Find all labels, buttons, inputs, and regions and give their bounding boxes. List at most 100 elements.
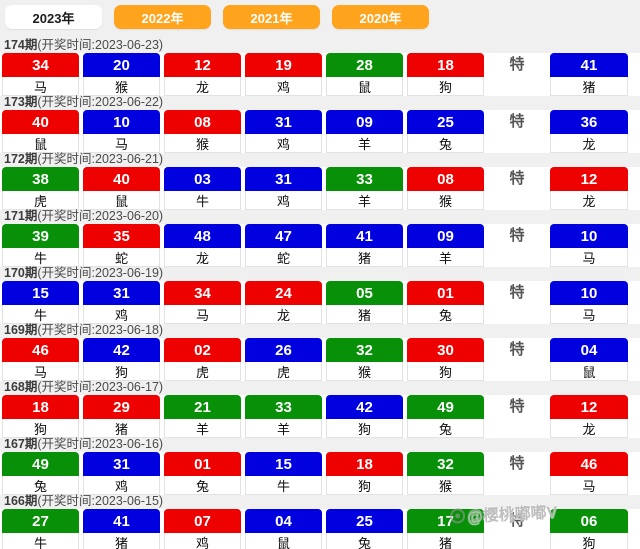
number-cell: 06 狗: [550, 509, 628, 549]
period-label: 166期: [4, 494, 38, 508]
ball-number: 41: [550, 53, 628, 77]
zodiac-label: 鼠: [83, 191, 160, 210]
number-cell: 31 鸡: [245, 167, 322, 210]
number-cell: 33 羊: [245, 395, 322, 438]
draw-row-numbers: 15 牛 31 鸡 34 马 24 龙 05 猪 01 兔 特 10 马: [0, 281, 640, 324]
zodiac-label: 鸡: [245, 191, 322, 210]
zodiac-label: 虎: [164, 362, 241, 381]
ball-number: 09: [326, 110, 403, 134]
zodiac-label: 狗: [2, 419, 79, 438]
zodiac-label: 猴: [407, 191, 484, 210]
number-cell: 48 龙: [164, 224, 241, 267]
ball-number: 33: [326, 167, 403, 191]
number-cell: 32 猴: [326, 338, 403, 381]
number-cell: 41 猪: [83, 509, 160, 549]
number-cell: 07 鸡: [164, 509, 241, 549]
draw-time-label: (开奖时间:2023-06-19): [37, 266, 164, 280]
special-number: 41 猪: [550, 53, 628, 96]
draw-time-label: (开奖时间:2023-06-16): [37, 437, 164, 451]
ball-number: 01: [407, 281, 484, 305]
draw-row-header: 167期(开奖时间:2023-06-16): [0, 437, 640, 451]
ball-number: 31: [245, 167, 322, 191]
ball-number: 05: [326, 281, 403, 305]
draw-row-numbers: 18 狗 29 猪 21 羊 33 羊 42 狗 49 兔 特 12 龙: [0, 395, 640, 438]
zodiac-label: 龙: [550, 419, 628, 438]
zodiac-label: 鼠: [245, 533, 322, 549]
zodiac-label: 牛: [245, 476, 322, 495]
ball-number: 46: [2, 338, 79, 362]
ball-number: 25: [407, 110, 484, 134]
number-cell: 26 虎: [245, 338, 322, 381]
number-cell: 31 鸡: [83, 281, 160, 324]
year-tab-2021[interactable]: 2021年: [223, 5, 320, 29]
ball-number: 03: [164, 167, 241, 191]
zodiac-label: 狗: [326, 476, 403, 495]
zodiac-label: 猪: [550, 77, 628, 96]
ball-number: 08: [407, 167, 484, 191]
draw-row-numbers: 40 鼠 10 马 08 猴 31 鸡 09 羊 25 兔 特 36 龙: [0, 110, 640, 153]
draw-row: 166期(开奖时间:2023-06-15) 27 牛 41 猪 07 鸡 04 …: [0, 494, 640, 549]
number-cell: 49 兔: [407, 395, 484, 438]
ball-number: 46: [550, 452, 628, 476]
zodiac-label: 龙: [245, 305, 322, 324]
number-cell: 04 鼠: [245, 509, 322, 549]
number-cell: 33 羊: [326, 167, 403, 210]
number-cell: 42 狗: [326, 395, 403, 438]
number-cell: 12 龙: [550, 167, 628, 210]
number-cell: 09 羊: [326, 110, 403, 153]
zodiac-label: 马: [550, 305, 628, 324]
ball-number: 20: [83, 53, 160, 77]
number-cell: 28 鼠: [326, 53, 403, 96]
ball-number: 49: [2, 452, 79, 476]
zodiac-label: 羊: [326, 191, 403, 210]
draw-row-numbers: 27 牛 41 猪 07 鸡 04 鼠 25 兔 17 猪 特 06 狗: [0, 509, 640, 549]
number-cell: 15 牛: [245, 452, 322, 495]
zodiac-label: 猪: [407, 533, 484, 549]
special-number: 12 龙: [550, 167, 628, 210]
year-tab-2023[interactable]: 2023年: [5, 5, 102, 29]
number-cell: 20 猴: [83, 53, 160, 96]
number-cell: 12 龙: [164, 53, 241, 96]
special-number: 06 狗: [550, 509, 628, 549]
number-cell: 03 牛: [164, 167, 241, 210]
ball-number: 32: [407, 452, 484, 476]
special-marker: 特: [509, 512, 525, 529]
zodiac-label: 兔: [407, 134, 484, 153]
year-tab-2020[interactable]: 2020年: [332, 5, 429, 29]
year-tab-2022[interactable]: 2022年: [114, 5, 211, 29]
zodiac-label: 马: [164, 305, 241, 324]
draw-row-header: 173期(开奖时间:2023-06-22): [0, 95, 640, 109]
zodiac-label: 猪: [326, 248, 403, 267]
special-number: 12 龙: [550, 395, 628, 438]
special-number: 10 马: [550, 224, 628, 267]
draw-row: 171期(开奖时间:2023-06-20) 39 牛 35 蛇 48 龙 47 …: [0, 209, 640, 267]
zodiac-label: 龙: [550, 191, 628, 210]
ball-number: 26: [245, 338, 322, 362]
ball-number: 18: [407, 53, 484, 77]
special-number: 04 鼠: [550, 338, 628, 381]
normal-numbers: 39 牛 35 蛇 48 龙 47 蛇 41 猪 09 羊: [2, 224, 484, 267]
draw-row-numbers: 39 牛 35 蛇 48 龙 47 蛇 41 猪 09 羊 特 10 马: [0, 224, 640, 267]
number-cell: 04 鼠: [550, 338, 628, 381]
ball-number: 04: [245, 509, 322, 533]
zodiac-label: 猴: [164, 134, 241, 153]
zodiac-label: 蛇: [83, 248, 160, 267]
special-marker: 特: [509, 341, 525, 358]
ball-number: 12: [164, 53, 241, 77]
special-number: 46 马: [550, 452, 628, 495]
draw-row-numbers: 46 马 42 狗 02 虎 26 虎 32 猴 30 狗 特 04 鼠: [0, 338, 640, 381]
ball-number: 31: [83, 281, 160, 305]
normal-numbers: 27 牛 41 猪 07 鸡 04 鼠 25 兔 17 猪: [2, 509, 484, 549]
zodiac-label: 龙: [164, 77, 241, 96]
number-cell: 21 羊: [164, 395, 241, 438]
number-cell: 42 狗: [83, 338, 160, 381]
normal-numbers: 46 马 42 狗 02 虎 26 虎 32 猴 30 狗: [2, 338, 484, 381]
number-cell: 10 马: [550, 224, 628, 267]
zodiac-label: 狗: [326, 419, 403, 438]
ball-number: 12: [550, 395, 628, 419]
ball-number: 10: [83, 110, 160, 134]
number-cell: 34 马: [164, 281, 241, 324]
draw-row-header: 166期(开奖时间:2023-06-15): [0, 494, 640, 508]
zodiac-label: 猴: [407, 476, 484, 495]
